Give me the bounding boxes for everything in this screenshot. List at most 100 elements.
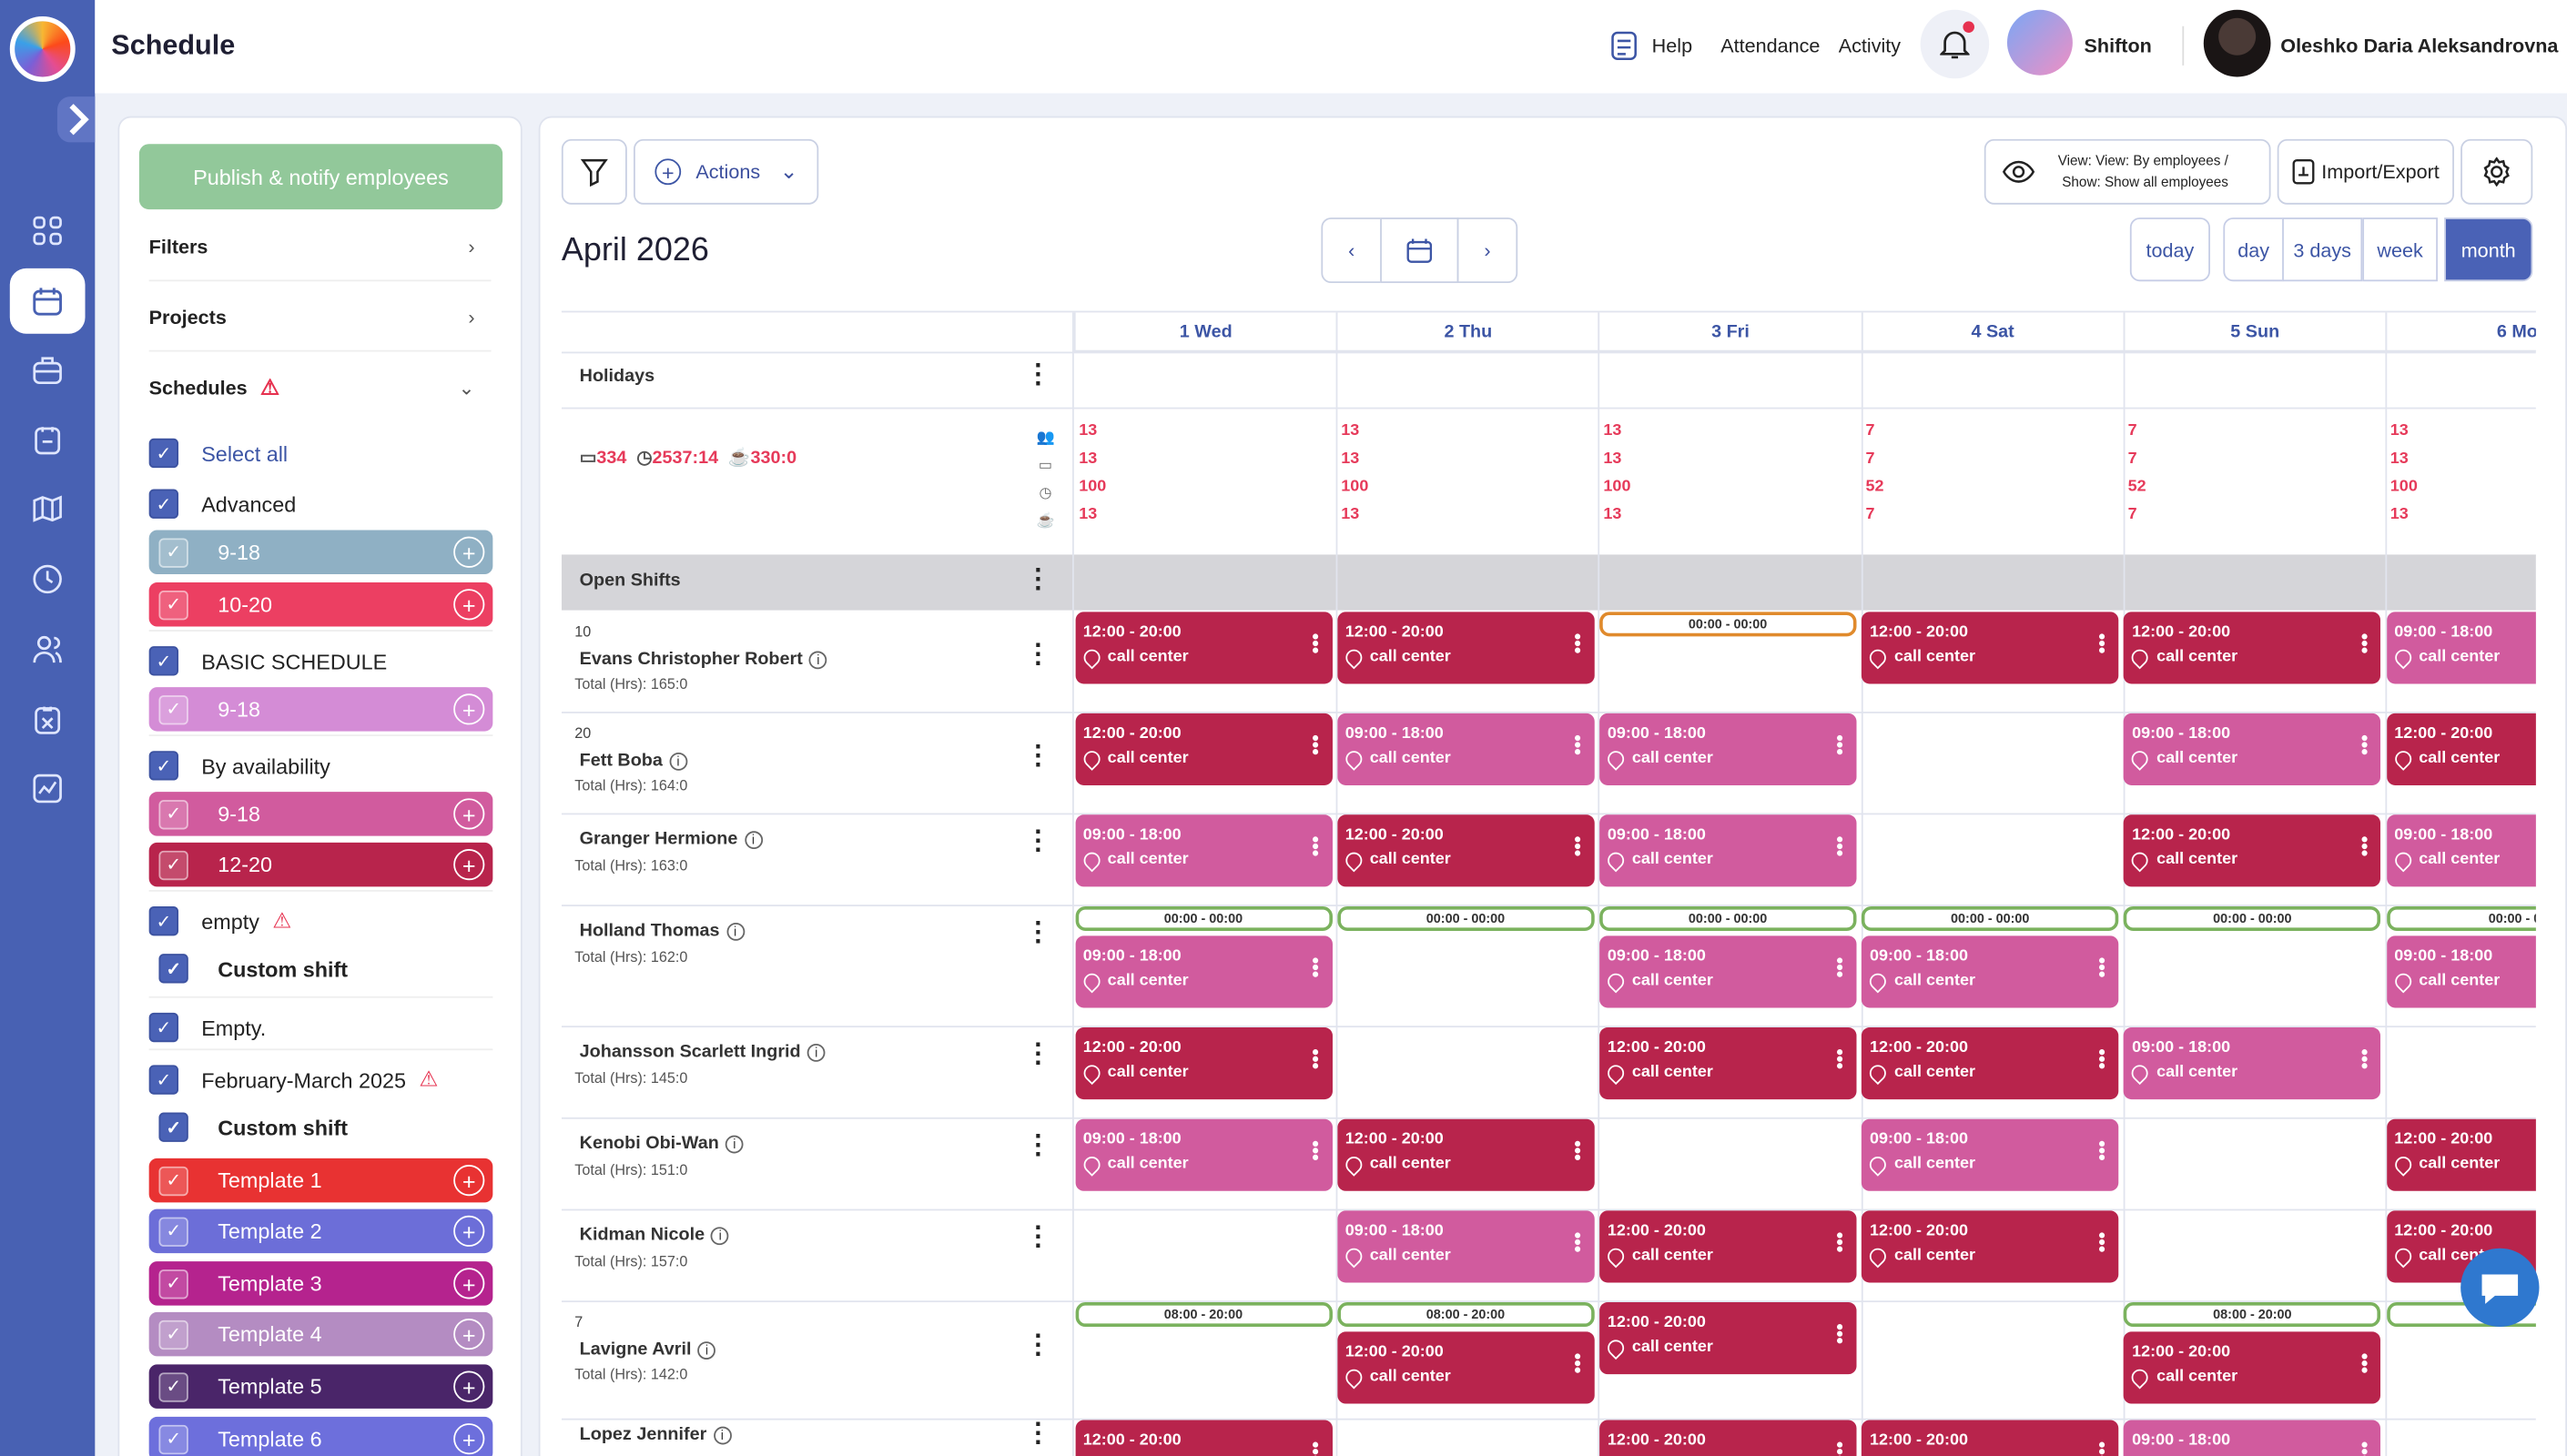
add-shift-icon[interactable]: + [453, 1319, 485, 1350]
shift-menu-icon[interactable]: ••• [2352, 835, 2377, 857]
info-icon[interactable]: i [744, 830, 763, 849]
settings-button[interactable] [2460, 138, 2533, 205]
shift-menu-icon[interactable]: ••• [1304, 632, 1327, 654]
shift-menu-icon[interactable]: ••• [2090, 632, 2115, 654]
checkbox[interactable]: ✓ [158, 1269, 188, 1299]
shift-template[interactable]: ✓ 9-18 + [148, 530, 493, 575]
view-week-button[interactable]: week [2362, 217, 2438, 282]
projects-row[interactable]: Projects › [148, 283, 492, 352]
employee-menu[interactable]: ⋮ [1024, 1331, 1051, 1360]
employee-name[interactable]: Lopez Jennifer i [580, 1425, 732, 1444]
employee-menu[interactable]: ⋮ [1024, 1420, 1051, 1449]
shift-menu-icon[interactable]: ••• [1304, 1140, 1327, 1161]
employee-name[interactable]: Holland Thomas i [580, 921, 745, 941]
employee-name[interactable]: Granger Hermione i [580, 829, 763, 849]
select-all-row[interactable]: ✓ Select all [148, 432, 493, 475]
info-icon[interactable]: i [711, 1226, 730, 1245]
actions-dropdown[interactable]: + Actions ⌄ [634, 138, 819, 205]
employee-menu[interactable]: ⋮ [1024, 743, 1051, 771]
shift-menu-icon[interactable]: ••• [1828, 1048, 1852, 1070]
schedules-row[interactable]: Schedules ⚠ ⌄ [149, 353, 492, 422]
checkbox[interactable]: ✓ [158, 1112, 188, 1142]
shift-menu-icon[interactable]: ••• [2352, 1352, 2377, 1374]
shift-menu-icon[interactable]: ••• [1304, 734, 1327, 755]
checkbox[interactable]: ✓ [148, 751, 179, 781]
add-shift-icon[interactable]: + [453, 536, 485, 568]
add-shift-icon[interactable]: + [453, 1215, 485, 1247]
checkbox[interactable]: ✓ [158, 1319, 188, 1350]
day-header[interactable]: 4 Sat [1861, 312, 2124, 352]
schedule-group[interactable]: ✓ By availability [148, 744, 493, 787]
open-shift-marker[interactable]: 00:00 - 00:00 [2124, 905, 2381, 931]
open-shift-marker[interactable]: 08:00 - 20:00 [2124, 1302, 2381, 1328]
schedule-group[interactable]: ✓ February-March 2025 ⚠ [148, 1058, 493, 1101]
open-shift-marker[interactable]: 00:00 - 0 [2386, 905, 2536, 931]
checkbox[interactable]: ✓ [158, 694, 188, 724]
checkbox[interactable]: ✓ [158, 1371, 188, 1401]
shift-menu-icon[interactable]: ••• [1828, 1441, 1852, 1456]
add-shift-icon[interactable]: + [453, 798, 485, 830]
day-header[interactable]: 5 Sun [2123, 312, 2386, 352]
shift-template[interactable]: ✓ Template 5 + [148, 1364, 493, 1409]
shift-menu-icon[interactable]: ••• [2090, 1231, 2115, 1253]
schedule-group[interactable]: ✓ BASIC SCHEDULE [148, 640, 493, 682]
shift-menu-icon[interactable]: ••• [1566, 1140, 1589, 1161]
shift-menu-icon[interactable]: ••• [1304, 1441, 1327, 1456]
view-today-button[interactable]: today [2129, 217, 2210, 282]
open-shift-marker[interactable]: 08:00 - 20:00 [1336, 1302, 1595, 1328]
shift-menu-icon[interactable]: ••• [1828, 1231, 1852, 1253]
shift-menu-icon[interactable]: ••• [1304, 835, 1327, 857]
employee-name[interactable]: Kidman Nicole i [580, 1226, 730, 1245]
chat-button[interactable] [2460, 1248, 2540, 1328]
info-icon[interactable]: i [697, 1340, 716, 1360]
schedule-group[interactable]: ✓ empty ⚠ [148, 900, 493, 943]
checkbox[interactable]: ✓ [158, 799, 188, 829]
info-icon[interactable]: i [807, 1043, 826, 1061]
company-name[interactable]: Shifton [2084, 34, 2152, 57]
checkbox[interactable]: ✓ [148, 905, 179, 936]
add-shift-icon[interactable]: + [453, 849, 485, 881]
import-export-button[interactable]: Import/Export [2277, 138, 2454, 205]
holidays-menu[interactable]: ⋮ [1024, 361, 1051, 389]
shift-menu-icon[interactable]: ••• [1304, 956, 1327, 978]
expand-nav-button[interactable] [56, 96, 96, 143]
requests-nav[interactable] [10, 687, 86, 753]
shift-template[interactable]: ✓ 10-20 + [148, 582, 493, 627]
shift-menu-icon[interactable]: ••• [1566, 1231, 1589, 1253]
open-shift-marker[interactable]: 00:00 - 00:00 [1862, 905, 2119, 931]
time-nav[interactable] [10, 546, 86, 612]
checkbox[interactable]: ✓ [158, 954, 188, 984]
employees-nav[interactable] [10, 617, 86, 682]
checkbox[interactable]: ✓ [148, 646, 179, 676]
shift-template[interactable]: ✓ 9-18 + [148, 792, 493, 836]
shift-menu-icon[interactable]: ••• [2352, 1441, 2377, 1456]
info-icon[interactable]: i [725, 922, 745, 940]
activity-link[interactable]: Activity [1838, 34, 1902, 57]
briefcase-nav[interactable] [10, 337, 86, 402]
view-options-button[interactable]: View: View: By employees / Show: Show al… [1984, 138, 2271, 205]
info-icon[interactable]: i [809, 650, 827, 669]
info-icon[interactable]: i [713, 1425, 732, 1444]
employee-menu[interactable]: ⋮ [1024, 1223, 1051, 1252]
